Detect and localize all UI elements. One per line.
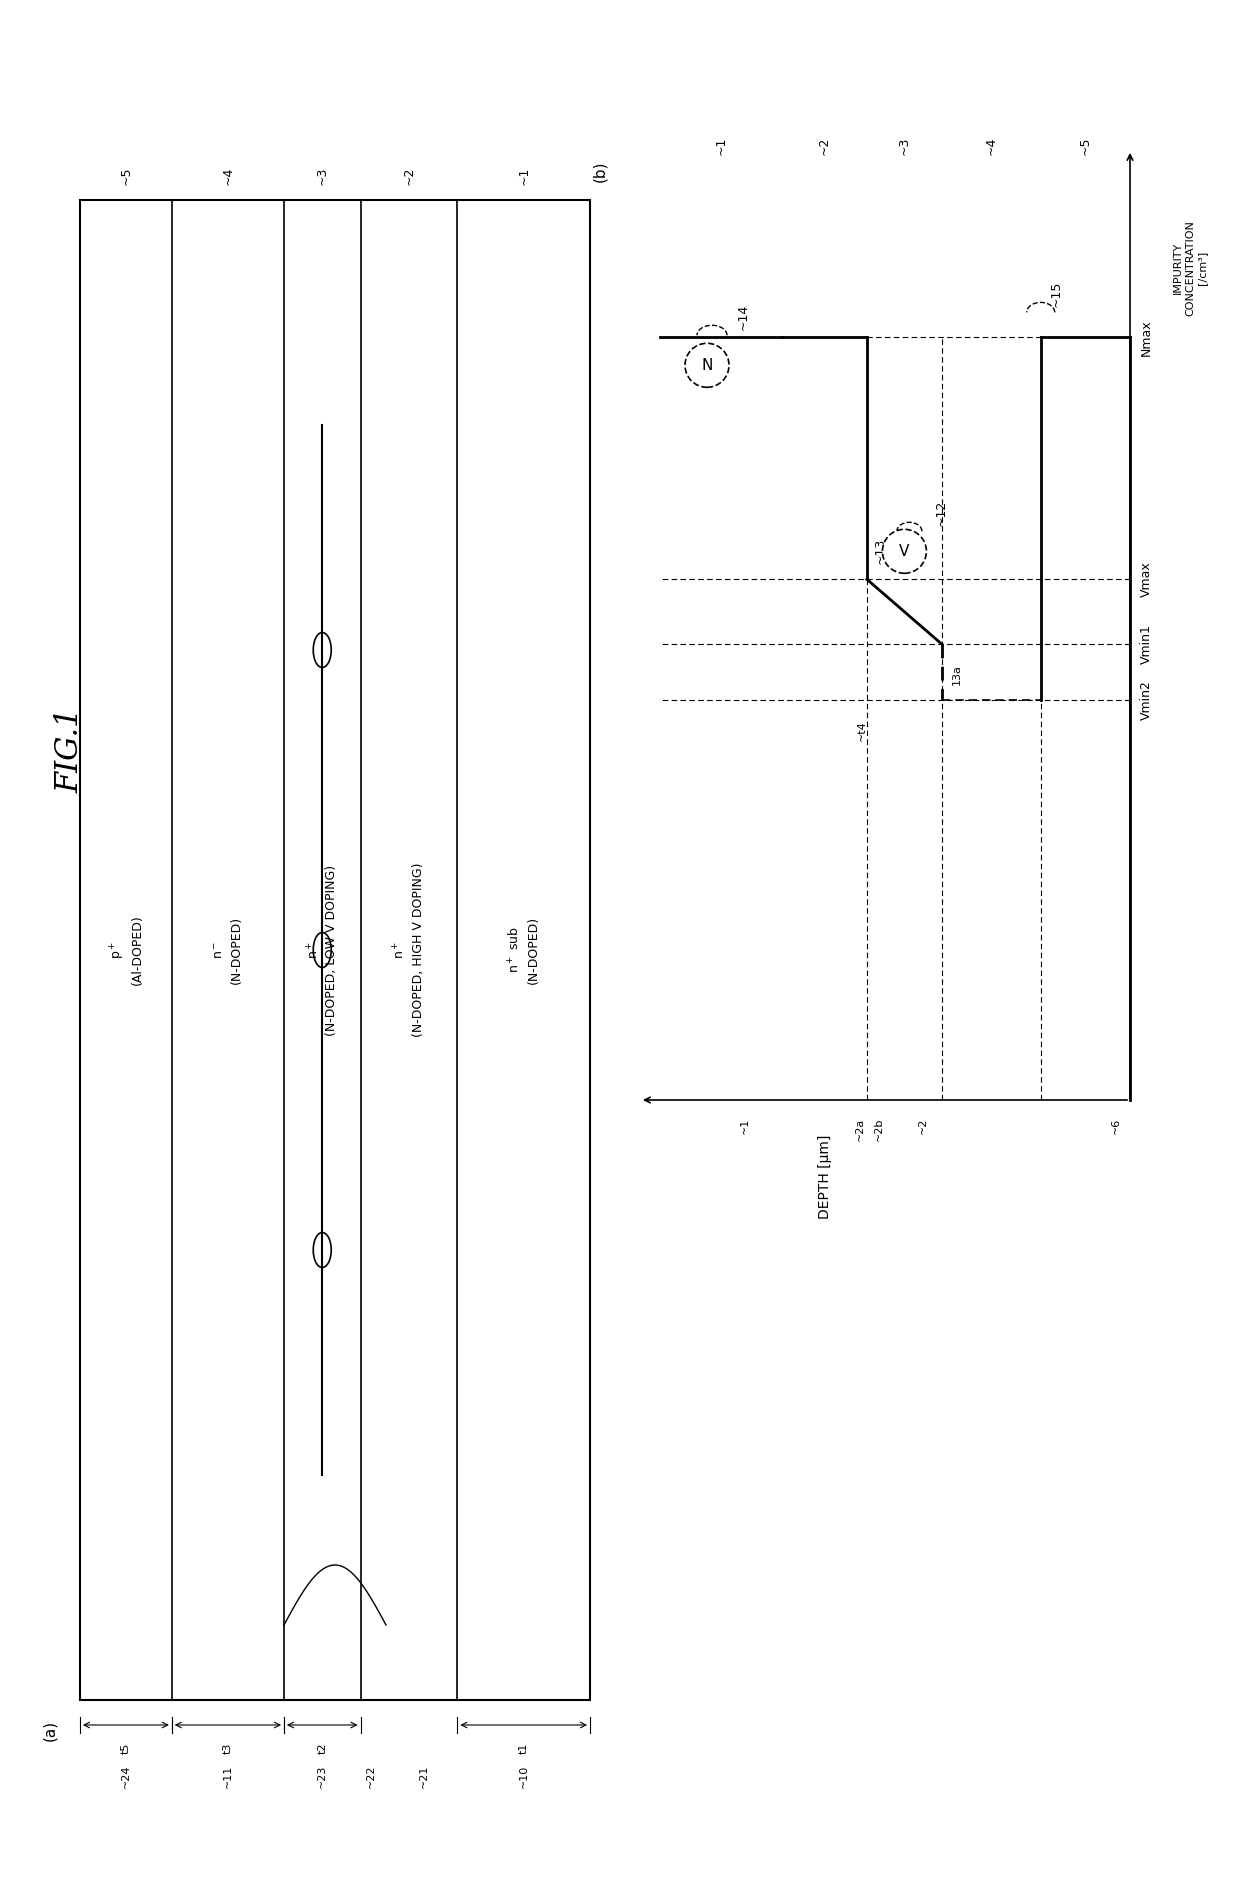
Ellipse shape — [314, 933, 331, 967]
Text: Vmin2: Vmin2 — [1140, 679, 1153, 721]
Text: t2: t2 — [317, 1744, 327, 1755]
Text: ~4: ~4 — [222, 167, 234, 186]
Text: ~5: ~5 — [1079, 137, 1092, 156]
Text: t1: t1 — [518, 1744, 528, 1755]
Text: (b): (b) — [593, 160, 608, 182]
Ellipse shape — [314, 1233, 331, 1267]
Text: ~3: ~3 — [898, 137, 911, 156]
Text: ~10: ~10 — [518, 1764, 528, 1789]
Text: ~14: ~14 — [737, 304, 750, 330]
Text: ~2b: ~2b — [873, 1119, 884, 1141]
Text: ~t4: ~t4 — [857, 721, 867, 741]
Text: N: N — [702, 359, 713, 374]
Text: t5: t5 — [122, 1744, 131, 1755]
Text: ~2: ~2 — [403, 167, 415, 186]
Text: 13a: 13a — [952, 664, 962, 685]
Text: ~21: ~21 — [419, 1764, 429, 1789]
Text: n$^+$
(N-DOPED, LOW V DOPING): n$^+$ (N-DOPED, LOW V DOPING) — [306, 865, 339, 1036]
Ellipse shape — [314, 633, 331, 668]
Text: ~2a: ~2a — [854, 1119, 864, 1141]
Text: ~11: ~11 — [223, 1764, 233, 1789]
Text: ~1: ~1 — [739, 1119, 750, 1134]
Text: Vmin1: Vmin1 — [1140, 625, 1153, 664]
Text: n$^+$ sub
(N-DOPED): n$^+$ sub (N-DOPED) — [507, 916, 539, 984]
Text: n$^+$
(N-DOPED, HIGH V DOPING): n$^+$ (N-DOPED, HIGH V DOPING) — [393, 863, 425, 1038]
Text: Nmax: Nmax — [1140, 319, 1153, 357]
Text: ~2: ~2 — [918, 1119, 929, 1134]
Text: ~3: ~3 — [316, 167, 329, 186]
Text: IMPURITY
CONCENTRATION
[/cm³]: IMPURITY CONCENTRATION [/cm³] — [1173, 220, 1208, 315]
Text: (a): (a) — [42, 1719, 57, 1742]
Text: ~5: ~5 — [119, 167, 133, 186]
Text: ~12: ~12 — [935, 499, 947, 526]
Text: ~22: ~22 — [366, 1764, 376, 1789]
Circle shape — [684, 343, 729, 387]
Text: t3: t3 — [223, 1744, 233, 1755]
Bar — [81, 201, 590, 1701]
Text: ~4: ~4 — [985, 137, 998, 156]
Circle shape — [883, 529, 926, 572]
Text: ~13: ~13 — [873, 537, 887, 563]
Text: Vmax: Vmax — [1140, 561, 1153, 597]
Text: DEPTH [μm]: DEPTH [μm] — [817, 1136, 832, 1220]
Text: ~24: ~24 — [122, 1764, 131, 1789]
Text: ~1: ~1 — [714, 137, 728, 156]
Text: ~23: ~23 — [317, 1764, 327, 1789]
Text: n$^-$
(N-DOPED): n$^-$ (N-DOPED) — [213, 916, 243, 984]
Text: V: V — [899, 544, 910, 559]
Text: p$^+$
(Al-DOPED): p$^+$ (Al-DOPED) — [108, 914, 144, 985]
Text: FIG.1: FIG.1 — [55, 708, 86, 792]
Text: ~6: ~6 — [1111, 1119, 1121, 1134]
Text: ~15: ~15 — [1049, 282, 1063, 308]
Text: ~2: ~2 — [818, 137, 831, 156]
Text: ~1: ~1 — [517, 167, 531, 186]
